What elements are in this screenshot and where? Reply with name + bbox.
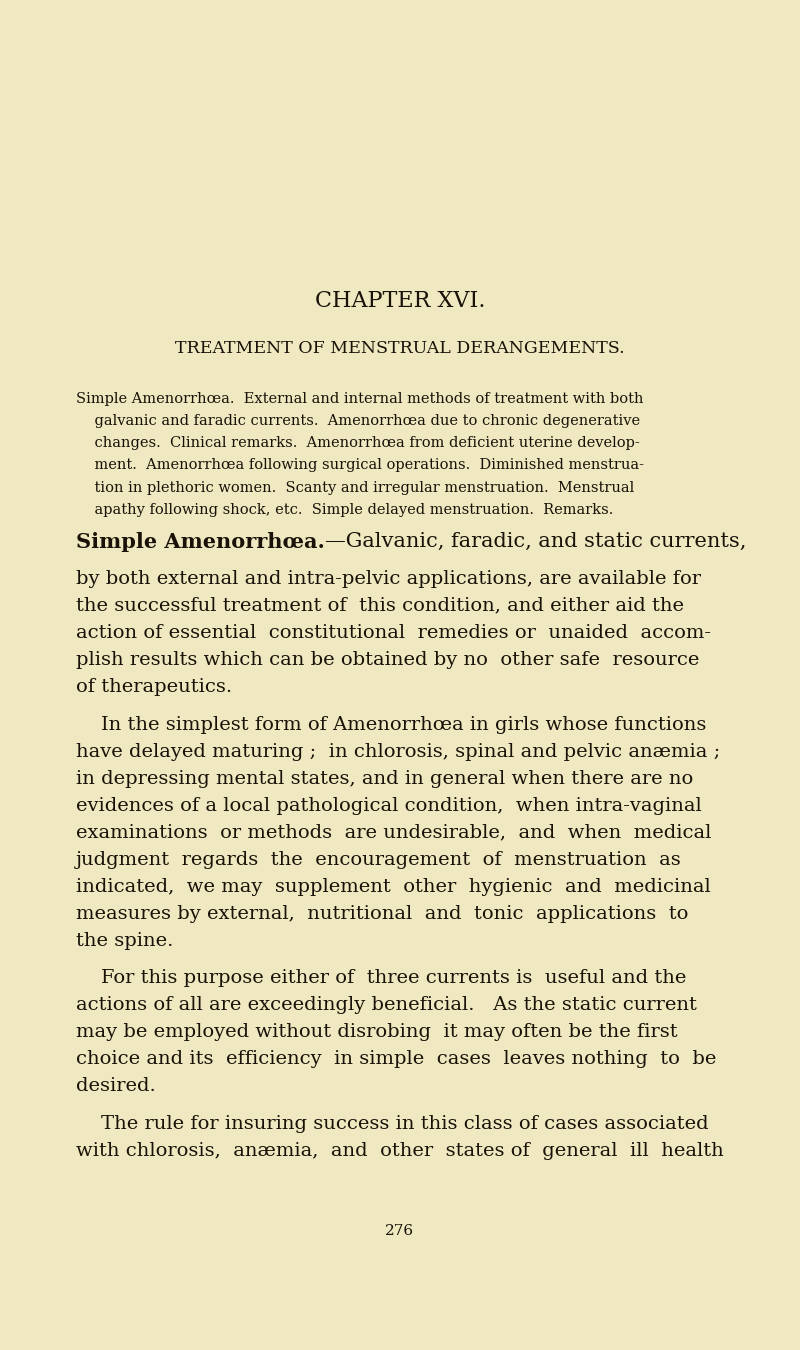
Text: apathy following shock, etc.  Simple delayed menstruation.  Remarks.: apathy following shock, etc. Simple dela… bbox=[76, 502, 614, 517]
Text: —Galvanic, faradic, and static currents,: —Galvanic, faradic, and static currents, bbox=[325, 532, 746, 551]
Text: For this purpose either of  three currents is  useful and the: For this purpose either of three current… bbox=[76, 969, 686, 987]
Text: by both external and intra-pelvic applications, are available for: by both external and intra-pelvic applic… bbox=[76, 570, 701, 587]
Text: desired.: desired. bbox=[76, 1077, 156, 1095]
Text: may be employed without disrobing  it may often be the first: may be employed without disrobing it may… bbox=[76, 1023, 678, 1041]
Text: ment.  Amenorrhœa following surgical operations.  Diminished menstrua-: ment. Amenorrhœa following surgical oper… bbox=[76, 459, 644, 472]
Text: the spine.: the spine. bbox=[76, 931, 174, 949]
Text: changes.  Clinical remarks.  Amenorrhœa from deficient uterine develop-: changes. Clinical remarks. Amenorrhœa fr… bbox=[76, 436, 640, 450]
Text: plish results which can be obtained by no  other safe  resource: plish results which can be obtained by n… bbox=[76, 651, 699, 668]
Text: with chlorosis,  anæmia,  and  other  states of  general  ill  health: with chlorosis, anæmia, and other states… bbox=[76, 1142, 724, 1160]
Text: in depressing mental states, and in general when there are no: in depressing mental states, and in gene… bbox=[76, 769, 694, 787]
Text: The rule for insuring success in this class of cases associated: The rule for insuring success in this cl… bbox=[76, 1115, 709, 1133]
Text: choice and its  efficiency  in simple  cases  leaves nothing  to  be: choice and its efficiency in simple case… bbox=[76, 1050, 716, 1068]
Text: Simple Amenorrhœa.  External and internal methods of treatment with both: Simple Amenorrhœa. External and internal… bbox=[76, 392, 643, 405]
Text: indicated,  we may  supplement  other  hygienic  and  medicinal: indicated, we may supplement other hygie… bbox=[76, 878, 710, 895]
Text: galvanic and faradic currents.  Amenorrhœa due to chronic degenerative: galvanic and faradic currents. Amenorrhœ… bbox=[76, 413, 640, 428]
Text: action of essential  constitutional  remedies or  unaided  accom-: action of essential constitutional remed… bbox=[76, 624, 711, 641]
Text: 276: 276 bbox=[386, 1224, 414, 1238]
Text: of therapeutics.: of therapeutics. bbox=[76, 678, 232, 695]
Text: Simple Amenorrhœa.: Simple Amenorrhœa. bbox=[76, 532, 325, 552]
Text: have delayed maturing ;  in chlorosis, spinal and pelvic anæmia ;: have delayed maturing ; in chlorosis, sp… bbox=[76, 743, 720, 760]
Text: measures by external,  nutritional  and  tonic  applications  to: measures by external, nutritional and to… bbox=[76, 904, 688, 922]
Text: TREATMENT OF MENSTRUAL DERANGEMENTS.: TREATMENT OF MENSTRUAL DERANGEMENTS. bbox=[175, 340, 625, 358]
Text: judgment  regards  the  encouragement  of  menstruation  as: judgment regards the encouragement of me… bbox=[76, 850, 682, 868]
Text: In the simplest form of Amenorrhœa in girls whose functions: In the simplest form of Amenorrhœa in gi… bbox=[76, 716, 706, 733]
Text: tion in plethoric women.  Scanty and irregular menstruation.  Menstrual: tion in plethoric women. Scanty and irre… bbox=[76, 481, 634, 494]
Text: examinations  or methods  are undesirable,  and  when  medical: examinations or methods are undesirable,… bbox=[76, 824, 711, 841]
Text: evidences of a local pathological condition,  when intra-vaginal: evidences of a local pathological condit… bbox=[76, 796, 702, 814]
Text: actions of all are exceedingly beneficial.   As the static current: actions of all are exceedingly beneficia… bbox=[76, 996, 697, 1014]
Text: the successful treatment of  this condition, and either aid the: the successful treatment of this conditi… bbox=[76, 597, 684, 614]
Text: CHAPTER XVI.: CHAPTER XVI. bbox=[314, 290, 486, 312]
